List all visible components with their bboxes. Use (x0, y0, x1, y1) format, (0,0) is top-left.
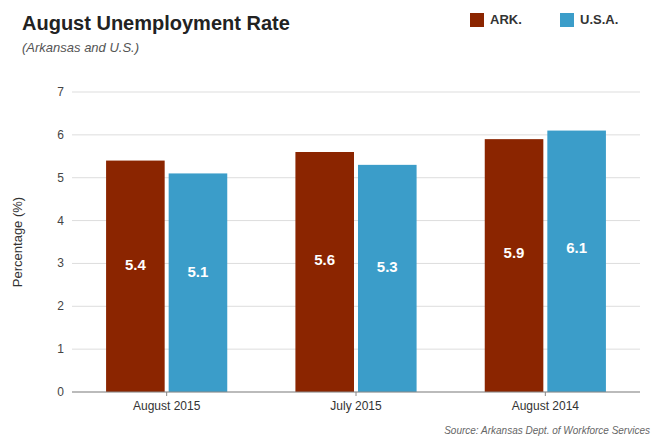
x-tick (166, 392, 167, 396)
bar (485, 139, 544, 392)
bar (169, 173, 228, 392)
legend-swatch (560, 13, 574, 27)
data-label: 5.1 (188, 263, 209, 280)
chart: August Unemployment Rate (Arkansas and U.… (0, 0, 660, 440)
x-tick-label: August 2014 (512, 399, 580, 413)
bar (295, 152, 354, 392)
y-tick-label: 7 (57, 85, 64, 99)
source-note: Source: Arkansas Dept. of Workforce Serv… (444, 425, 650, 436)
y-tick-label: 2 (57, 299, 64, 313)
y-tick-label: 1 (57, 342, 64, 356)
y-tick-label: 5 (57, 171, 64, 185)
x-tick-label: August 2015 (133, 399, 201, 413)
legend: ARK. U.S.A. (470, 12, 618, 27)
x-tick (545, 392, 546, 396)
y-tick-label: 3 (57, 256, 64, 270)
bar (106, 161, 165, 392)
x-tick-label: July 2015 (330, 399, 382, 413)
grid-line (72, 92, 640, 93)
data-label: 5.6 (314, 251, 335, 268)
legend-swatch (470, 13, 484, 27)
data-label: 5.9 (504, 244, 525, 261)
subtitle: (Arkansas and U.S.) (22, 40, 139, 55)
legend-label: U.S.A. (580, 12, 618, 27)
data-label: 5.4 (125, 256, 147, 273)
data-label: 5.3 (377, 258, 398, 275)
y-tick-label: 0 (57, 385, 64, 399)
legend-label: ARK. (490, 12, 522, 27)
data-labels: 5.4 5.6 5.9 5.1 5.3 6.1 (125, 239, 587, 280)
data-label: 6.1 (566, 239, 587, 256)
bar (358, 165, 417, 392)
bars (106, 131, 606, 392)
y-tick-label: 4 (57, 214, 64, 228)
title: August Unemployment Rate (22, 12, 290, 34)
x-tick (356, 392, 357, 396)
y-tick-label: 6 (57, 128, 64, 142)
grid (72, 92, 640, 392)
y-axis-label: Percentage (%) (10, 197, 25, 287)
bar (547, 131, 606, 392)
